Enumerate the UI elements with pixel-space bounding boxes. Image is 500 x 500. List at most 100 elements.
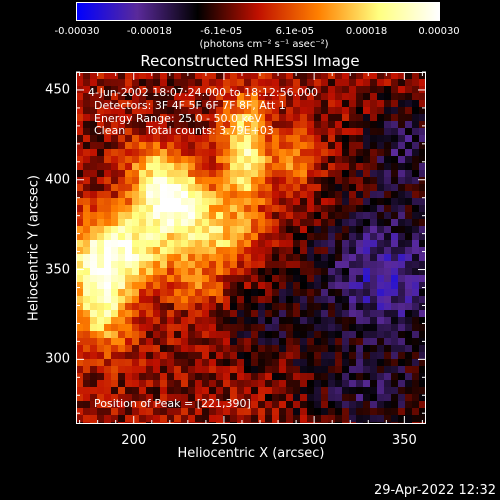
heatmap-cell: [90, 86, 98, 94]
heatmap-cell: [405, 275, 413, 283]
heatmap-cell: [195, 72, 203, 80]
heatmap-cell: [209, 233, 217, 241]
heatmap-cell: [419, 317, 426, 325]
heatmap-cell: [384, 296, 392, 304]
heatmap-cell: [412, 198, 420, 206]
heatmap-cell: [419, 282, 426, 290]
heatmap-cell: [118, 317, 126, 325]
heatmap-cell: [335, 289, 343, 297]
heatmap-cell: [405, 380, 413, 388]
heatmap-cell: [244, 121, 252, 129]
heatmap-cell: [335, 226, 343, 234]
heatmap-cell: [223, 387, 231, 395]
heatmap-cell: [90, 184, 98, 192]
heatmap-cell: [76, 401, 84, 409]
heatmap-cell: [244, 107, 252, 115]
heatmap-cell: [363, 79, 371, 87]
heatmap-cell: [405, 387, 413, 395]
heatmap-cell: [377, 317, 385, 325]
heatmap-cell: [181, 149, 189, 157]
heatmap-cell: [384, 268, 392, 276]
heatmap-cell: [160, 79, 168, 87]
heatmap-cell: [237, 415, 245, 423]
heatmap-cell: [167, 380, 175, 388]
heatmap-cell: [209, 219, 217, 227]
heatmap-cell: [419, 324, 426, 332]
heatmap-cell: [265, 254, 273, 262]
heatmap-cell: [412, 240, 420, 248]
heatmap-cell: [370, 380, 378, 388]
heatmap-cell: [384, 191, 392, 199]
heatmap-cell: [97, 219, 105, 227]
heatmap-cell: [398, 268, 406, 276]
heatmap-cell: [181, 387, 189, 395]
heatmap-cell: [286, 275, 294, 283]
heatmap-cell: [83, 268, 91, 276]
heatmap-cell: [405, 352, 413, 360]
heatmap-cell: [391, 100, 399, 108]
heatmap-cell: [279, 359, 287, 367]
heatmap-cell: [349, 331, 357, 339]
heatmap-cell: [153, 303, 161, 311]
heatmap-cell: [314, 177, 322, 185]
heatmap-cell: [356, 100, 364, 108]
heatmap-cell: [321, 107, 329, 115]
heatmap-cell: [188, 135, 196, 143]
heatmap-cell: [181, 233, 189, 241]
heatmap-cell: [286, 408, 294, 416]
heatmap-cell: [321, 261, 329, 269]
heatmap-cell: [286, 219, 294, 227]
heatmap-cell: [111, 114, 119, 122]
heatmap-cell: [181, 191, 189, 199]
heatmap-cell: [195, 324, 203, 332]
heatmap-cell: [139, 128, 147, 136]
heatmap-cell: [293, 310, 301, 318]
heatmap-cell: [363, 177, 371, 185]
heatmap-cell: [181, 296, 189, 304]
heatmap-cell: [356, 128, 364, 136]
heatmap-cell: [244, 177, 252, 185]
heatmap-cell: [111, 268, 119, 276]
heatmap-cell: [419, 219, 426, 227]
heatmap-cell: [167, 114, 175, 122]
heatmap-cell: [153, 366, 161, 374]
heatmap-cell: [321, 415, 329, 423]
heatmap-cell: [370, 366, 378, 374]
heatmap-cell: [258, 303, 266, 311]
heatmap-cell: [342, 212, 350, 220]
heatmap-cell: [384, 317, 392, 325]
heatmap-cell: [286, 107, 294, 115]
heatmap-cell: [125, 289, 133, 297]
heatmap-cell: [307, 408, 315, 416]
heatmap-cell: [118, 170, 126, 178]
heatmap-cell: [167, 296, 175, 304]
heatmap-cell: [349, 366, 357, 374]
heatmap-cell: [230, 408, 238, 416]
heatmap-cell: [314, 100, 322, 108]
heatmap-cell: [335, 387, 343, 395]
heatmap-cell: [111, 170, 119, 178]
heatmap-cell: [405, 163, 413, 171]
heatmap-cell: [335, 380, 343, 388]
heatmap-cell: [104, 107, 112, 115]
x-tick-label: 350: [391, 433, 417, 448]
heatmap-cell: [356, 345, 364, 353]
heatmap-cell: [265, 233, 273, 241]
heatmap-cell: [419, 156, 426, 164]
heatmap-cell: [160, 366, 168, 374]
heatmap-cell: [104, 401, 112, 409]
heatmap-cell: [363, 184, 371, 192]
heatmap-cell: [258, 121, 266, 129]
heatmap-cell: [363, 163, 371, 171]
heatmap-cell: [216, 226, 224, 234]
heatmap-cell: [314, 366, 322, 374]
heatmap-cell: [195, 184, 203, 192]
heatmap-cell: [314, 352, 322, 360]
heatmap-cell: [363, 268, 371, 276]
heatmap-cell: [349, 359, 357, 367]
heatmap-cell: [377, 79, 385, 87]
heatmap-cell: [279, 205, 287, 213]
heatmap-cell: [167, 359, 175, 367]
heatmap-cell: [195, 401, 203, 409]
heatmap-cell: [265, 156, 273, 164]
